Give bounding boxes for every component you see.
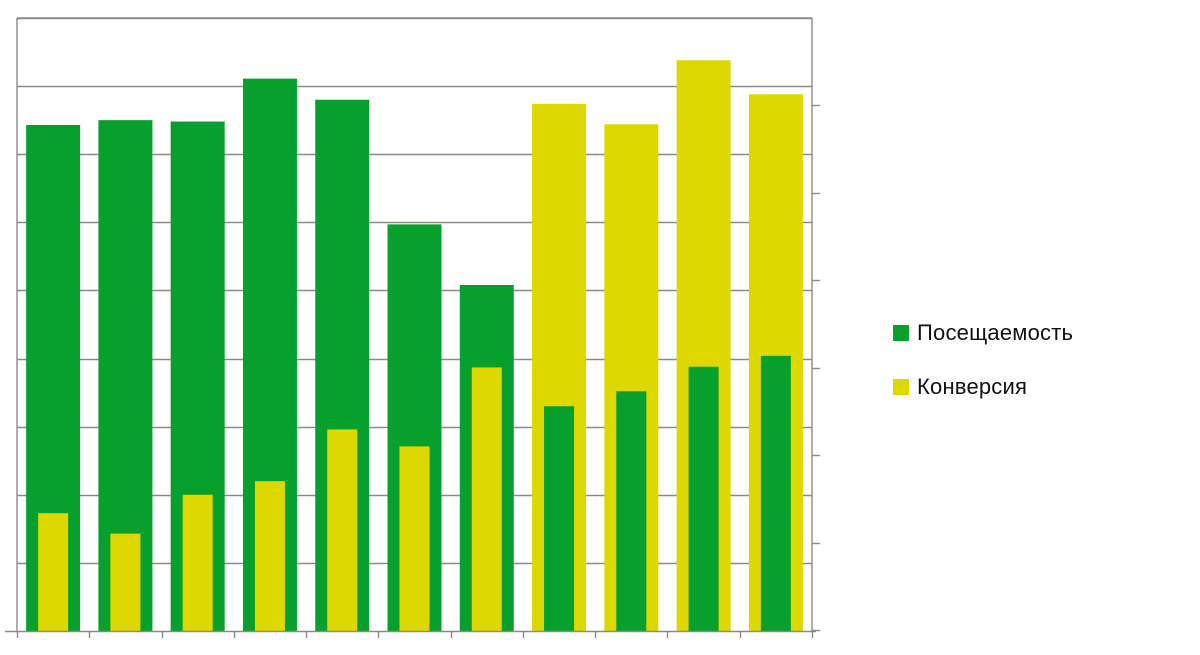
legend-label-series-2: Конверсия bbox=[917, 374, 1028, 399]
bar-konv-1 bbox=[38, 513, 69, 631]
bar-posesh-9 bbox=[616, 391, 647, 631]
legend-item-series-1: Посещаемость bbox=[893, 318, 1073, 348]
legend-swatch-series-2 bbox=[893, 379, 909, 395]
bar-konv-3 bbox=[182, 494, 213, 631]
bars bbox=[26, 60, 803, 632]
bar-konv-5 bbox=[327, 429, 358, 631]
bar-konv-7 bbox=[471, 367, 502, 631]
bar-konv-4 bbox=[254, 481, 285, 631]
legend: Посещаемость Конверсия bbox=[893, 318, 1073, 426]
bar-posesh-11 bbox=[760, 355, 791, 631]
bar-posesh-10 bbox=[688, 366, 719, 631]
legend-label-series-1: Посещаемость bbox=[917, 320, 1074, 345]
axes bbox=[5, 17, 820, 638]
legend-swatch-series-1 bbox=[893, 325, 909, 341]
legend-item-series-2: Конверсия bbox=[893, 372, 1073, 402]
bar-konv-6 bbox=[399, 446, 430, 631]
bar-posesh-8 bbox=[544, 406, 575, 631]
bar-konv-2 bbox=[110, 533, 141, 631]
